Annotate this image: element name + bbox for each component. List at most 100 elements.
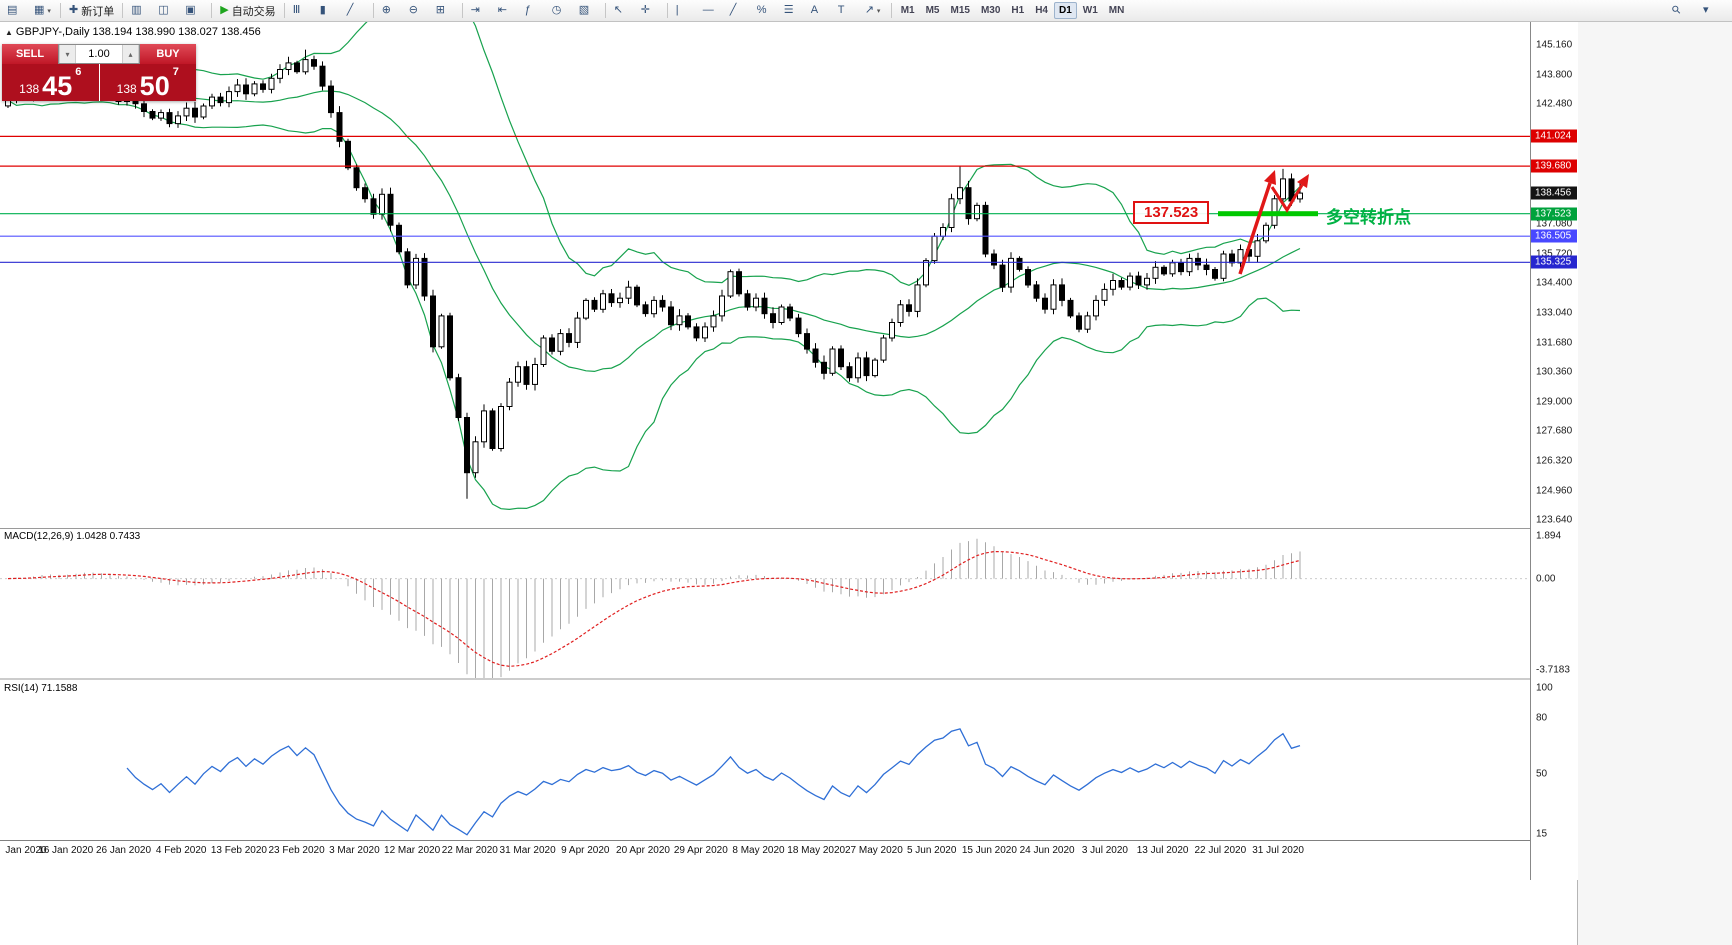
periods-button[interactable]: ◷ [548,1,574,21]
crosshair-button[interactable]: ✛ [637,1,663,21]
indicators-button[interactable]: ƒ [521,1,547,21]
date-label: 4 Feb 2020 [156,845,207,856]
buy-button[interactable]: BUY [140,44,196,64]
sell-price[interactable]: 138 45 6 [2,64,99,101]
shapes-tool-caret-icon: ▾ [876,7,881,15]
quick-settings-button[interactable]: ▾ [1699,1,1725,21]
date-label: 22 Mar 2020 [442,845,499,856]
trendline-tool-button[interactable]: ╱ [726,1,752,21]
timeframe-m30-button[interactable]: M30 [980,5,1001,16]
date-label: 13 Feb 2020 [211,845,268,856]
lot-increase-button[interactable]: ▴ [122,45,139,63]
chart-candles-icon: ▮ [319,4,326,16]
axis-tick-label: 142.480 [1536,98,1573,110]
lot-decrease-button[interactable]: ▾ [59,45,76,63]
new-chart-button[interactable]: ▤ [3,1,29,21]
navigator-button[interactable]: ◫ [154,1,180,21]
chart-title: ▲ GBPJPY-,Daily 138.194 138.990 138.027 1… [5,26,261,38]
toolbar-separator [666,3,668,18]
date-label: 27 May 2020 [845,845,903,856]
templates-button[interactable]: ▧ [575,1,601,21]
price-level-annotation: 137.523 [1133,201,1210,224]
support-zone [1218,211,1318,217]
buy-price[interactable]: 138 50 7 [99,64,196,101]
shapes-tool-button[interactable]: ↗ ▾ [861,1,887,21]
price-line-badge: 135.325 [1531,255,1577,269]
date-label: 18 May 2020 [787,845,845,856]
timeframe-d1-button[interactable]: D1 [1054,2,1077,19]
chart-symbol-icon: ▲ [5,28,13,37]
chart-shift-icon: ⇤ [497,4,507,16]
periods-icon: ◷ [551,4,562,16]
zoom-in-button[interactable]: ⊕ [378,1,404,21]
text-tool-button[interactable]: A [807,1,833,21]
trend-arrow-head [1297,174,1309,188]
timeframe-h1-button[interactable]: H1 [1011,5,1025,16]
channel-tool-button[interactable]: % [753,1,779,21]
timeframe-mn-button[interactable]: MN [1108,5,1125,16]
toolbar-separator [283,3,285,18]
date-label: Jan 2020 [5,845,47,856]
lot-size-input[interactable]: 1.00 [88,48,110,60]
trend-arrow-head [1264,170,1276,185]
profiles-button[interactable]: ▦ ▾ [30,1,56,21]
shapes-tool-icon: ↗ [864,4,874,16]
sell-button[interactable]: SELL [2,44,58,64]
timeframe-w1-button[interactable]: W1 [1082,5,1098,16]
axis-tick-label: 126.320 [1536,455,1573,467]
bollinger-band-line [7,22,1301,286]
price-axis[interactable]: 145.160 143.800 142.480 137.080 135.720 134.4… [1530,22,1578,880]
auto-scroll-button[interactable]: ⇥ [467,1,493,21]
date-label: 23 Feb 2020 [269,845,326,856]
terminal-button[interactable]: ▣ [181,1,207,21]
chart-bars-button[interactable]: Ⅲ [289,1,315,21]
date-label: 31 Jul 2020 [1252,845,1304,856]
horizontal-line-tool-button[interactable]: ― [699,1,725,21]
price-line-badge: 138.456 [1531,186,1577,200]
label-tool-button[interactable]: T [834,1,860,21]
axis-tick-label: 135.720 [1536,248,1573,260]
date-label: 8 May 2020 [732,845,785,856]
crosshair-icon: ✛ [640,4,650,16]
cursor-button[interactable]: ↖ [610,1,636,21]
search-icon: ⚲ [1669,3,1684,18]
fibonacci-tool-button[interactable]: ☰ [780,1,806,21]
buy-price-point: 7 [172,66,179,78]
bollinger-band-line [7,99,1301,511]
date-label: 3 Mar 2020 [329,845,380,856]
chart-window[interactable]: Jan 2020 16 Jan 2020 26 Jan 2020 4 Feb 2020… [0,22,1578,945]
market-watch-button[interactable]: ▥ [127,1,153,21]
timeframe-h4-button[interactable]: H4 [1035,5,1048,16]
main-toolbar: ▤ ▦ ▾ ✚ 新订单 ▥ ◫ ▣ ▶ 自动交易 Ⅲ ▮ ╱ ⊕ ⊖ ⊞ ⇥ ⇤ ƒ ◷ ▧ ↖ ✛ | ― ╱% ☰ A T ↗ ▾ M1 M… [0,0,1732,22]
chart-line-button[interactable]: ╱ [343,1,369,21]
zoom-out-button[interactable]: ⊖ [405,1,431,21]
axis-tick-label: 15 [1536,828,1548,840]
rsi-indicator-label: RSI(14) 71.1588 [4,683,77,694]
timeframe-m5-button[interactable]: M5 [925,5,940,16]
trend-arrow-zigzag [1270,184,1304,213]
date-label: 13 Jul 2020 [1137,845,1189,856]
toolbar-separator [211,3,213,18]
date-label: 9 Apr 2020 [561,845,610,856]
axis-tick-label: 137.080 [1536,218,1573,230]
timeframe-m15-button[interactable]: M15 [950,5,970,16]
terminal-icon: ▣ [185,4,196,16]
autotrading-button[interactable]: ▶ 自动交易 [216,1,279,21]
toolbar-separator [890,3,892,18]
axis-tick-label: 100 [1536,682,1553,694]
timeframe-m1-button[interactable]: M1 [900,5,915,16]
new-order-button[interactable]: ✚ 新订单 [65,1,118,21]
zoom-in-icon: ⊕ [381,4,391,16]
tile-windows-button[interactable]: ⊞ [432,1,458,21]
search-button[interactable]: ⚲ [1669,1,1695,21]
rsi-pane [126,728,1301,836]
trendline-tool-icon: ╱ [729,4,737,16]
chart-candles-button[interactable]: ▮ [316,1,342,21]
date-label: 31 Mar 2020 [500,845,557,856]
axis-tick-label: 124.960 [1536,485,1573,497]
chart-shift-button[interactable]: ⇤ [494,1,520,21]
vertical-line-tool-button[interactable]: | [672,1,698,21]
vertical-line-tool-icon: | [675,4,679,16]
axis-tick-label: 145.160 [1536,39,1573,51]
